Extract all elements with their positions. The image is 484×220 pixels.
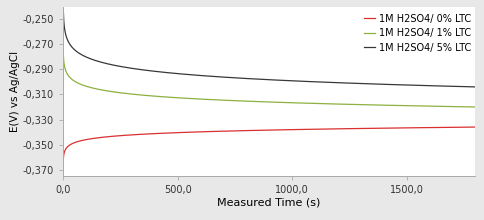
1M H2SO4/ 1% LTC [299,102,305,104]
1M H2SO4/ 0% LTC [310,128,316,130]
1M H2SO4/ 1% LTC [322,103,328,105]
1M H2SO4/ 0% LTC [471,126,477,128]
1M H2SO4/ 5% LTC [322,81,328,84]
Line: 1M H2SO4/ 1% LTC: 1M H2SO4/ 1% LTC [63,53,474,107]
1M H2SO4/ 1% LTC [414,104,420,107]
1M H2SO4/ 5% LTC [471,86,477,88]
X-axis label: Measured Time (s): Measured Time (s) [217,198,320,208]
Line: 1M H2SO4/ 0% LTC: 1M H2SO4/ 0% LTC [63,127,474,160]
1M H2SO4/ 0% LTC [86,138,91,141]
1M H2SO4/ 5% LTC [310,81,316,83]
1M H2SO4/ 5% LTC [60,8,66,10]
1M H2SO4/ 5% LTC [414,84,420,87]
1M H2SO4/ 0% LTC [372,127,378,130]
Line: 1M H2SO4/ 5% LTC: 1M H2SO4/ 5% LTC [63,9,474,87]
Legend: 1M H2SO4/ 0% LTC, 1M H2SO4/ 1% LTC, 1M H2SO4/ 5% LTC: 1M H2SO4/ 0% LTC, 1M H2SO4/ 1% LTC, 1M H… [359,10,474,57]
1M H2SO4/ 5% LTC [86,57,91,59]
1M H2SO4/ 1% LTC [310,102,316,105]
1M H2SO4/ 0% LTC [60,158,66,161]
1M H2SO4/ 1% LTC [86,86,91,88]
1M H2SO4/ 0% LTC [414,126,420,129]
1M H2SO4/ 5% LTC [372,83,378,85]
1M H2SO4/ 1% LTC [372,104,378,106]
Y-axis label: E(V) vs Ag/AgCl: E(V) vs Ag/AgCl [10,51,20,132]
1M H2SO4/ 1% LTC [471,106,477,108]
1M H2SO4/ 0% LTC [299,128,305,131]
1M H2SO4/ 0% LTC [322,128,328,130]
1M H2SO4/ 5% LTC [299,80,305,82]
1M H2SO4/ 1% LTC [60,52,66,54]
